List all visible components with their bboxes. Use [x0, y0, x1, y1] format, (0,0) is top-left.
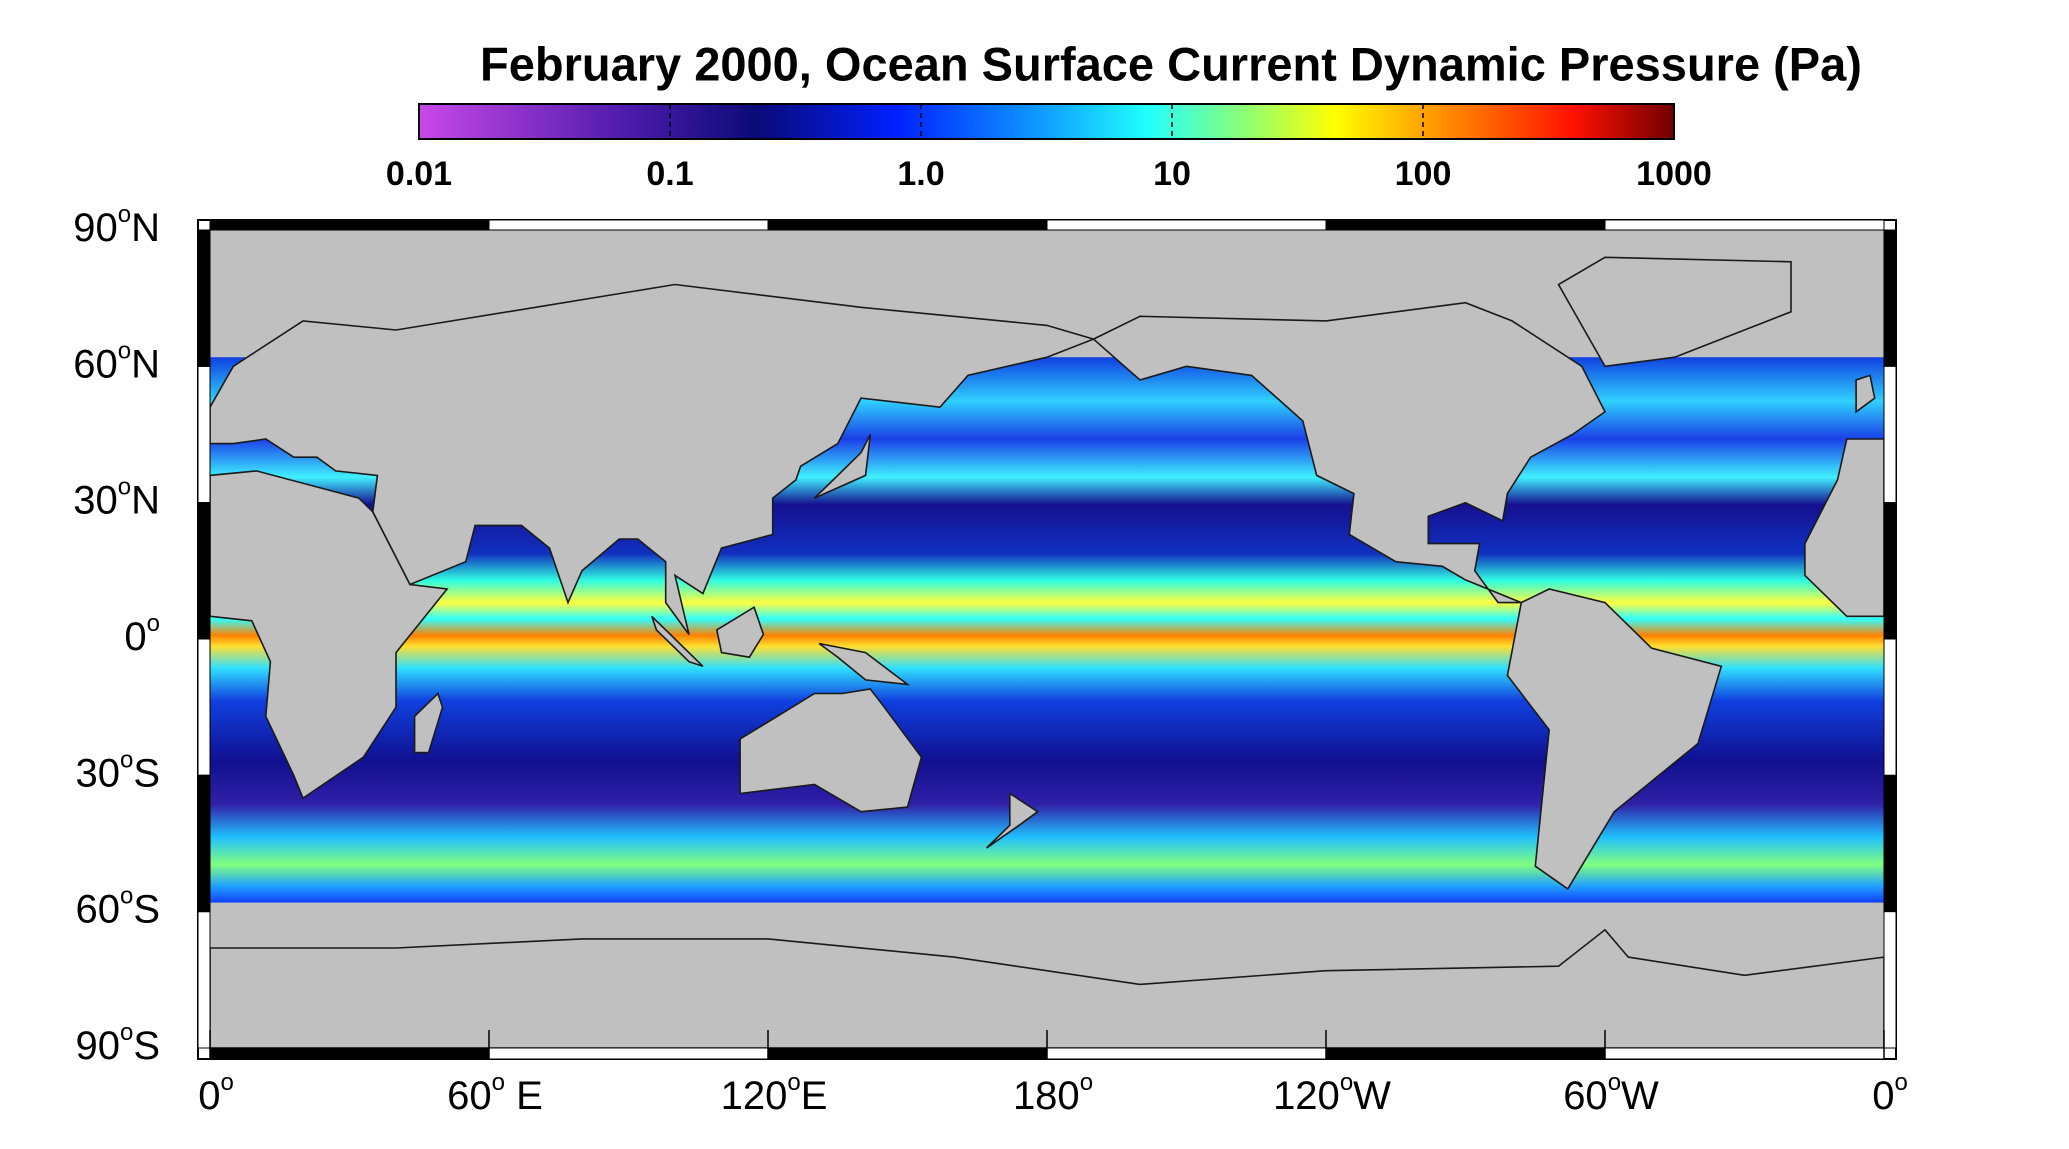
label-part: 60 [1563, 1074, 1608, 1118]
lon-label: 120oE [721, 1069, 828, 1117]
degree-sign: o [118, 338, 131, 365]
frame-segment [767, 219, 1048, 231]
label-part: N [131, 478, 160, 522]
north-america [1092, 301, 1607, 604]
borneo [715, 605, 765, 659]
frame-segment [197, 911, 211, 1049]
degree-sign: o [1080, 1069, 1093, 1096]
frame-segment [197, 502, 211, 640]
frame-segment [1883, 638, 1897, 776]
sumatra [651, 615, 704, 668]
eurasia [209, 283, 1096, 635]
colorbar-tick-label: 0.1 [646, 155, 693, 193]
frame-segment [197, 774, 211, 913]
label-part: W [1621, 1074, 1659, 1118]
lat-label: 60oS [75, 883, 160, 931]
frame-segment [1325, 1047, 1606, 1060]
label-part: 30 [73, 478, 118, 522]
frame-segment [197, 365, 211, 504]
greenland [1557, 256, 1792, 368]
colorbar-tick-label: 100 [1395, 155, 1452, 193]
degree-sign: o [1894, 1069, 1907, 1096]
lon-label: 60o E [447, 1069, 543, 1117]
label-part: 0 [198, 1074, 220, 1118]
label-part: 120 [1273, 1074, 1340, 1118]
lon-label: 60oW [1563, 1069, 1659, 1117]
lat-label: 30oS [75, 747, 160, 795]
label-part: 180 [1013, 1074, 1080, 1118]
label-part: S [133, 887, 160, 931]
degree-sign: o [118, 474, 131, 501]
frame-segment [1325, 219, 1606, 231]
colorbar-tick-label: 0.01 [386, 155, 452, 193]
lat-label: 30oN [73, 474, 160, 522]
label-part: W [1353, 1074, 1391, 1118]
frame-segment [1883, 229, 1897, 367]
lon-label: 120oW [1273, 1069, 1391, 1117]
degree-sign: o [492, 1069, 505, 1096]
colorbar-tick-label: 1.0 [897, 155, 944, 193]
label-part: S [133, 1024, 160, 1068]
frame-segment [1046, 219, 1327, 231]
degree-sign: o [118, 201, 131, 228]
label-part: 60 [73, 342, 118, 386]
label-part: 0 [1872, 1074, 1894, 1118]
britain [1855, 374, 1876, 414]
title: February 2000, Ocean Surface Current Dyn… [480, 37, 1862, 90]
label-part: 60 [447, 1074, 492, 1118]
degree-sign: o [1608, 1069, 1621, 1096]
lon-label: 0o [1872, 1069, 1908, 1117]
colorbar [418, 103, 1675, 140]
lat-label: 90oS [75, 1019, 160, 1067]
lon-label: 180o [1013, 1069, 1093, 1117]
degree-sign: o [120, 747, 133, 774]
australia [739, 688, 923, 813]
frame-segment [1604, 1047, 1885, 1060]
degree-sign: o [220, 1069, 233, 1096]
label-part: 30 [75, 751, 120, 795]
degree-sign: o [1340, 1069, 1353, 1096]
frame-segment [197, 229, 211, 367]
lat-label: 90oN [73, 201, 160, 249]
new-guinea [818, 642, 911, 686]
label-part: 0 [124, 615, 146, 659]
degree-sign: o [787, 1069, 800, 1096]
degree-sign: o [120, 883, 133, 910]
label-part: S [133, 751, 160, 795]
frame-segment [1883, 774, 1897, 913]
colorbar-tick-label: 10 [1153, 155, 1191, 193]
label-part: N [131, 206, 160, 250]
lat-label: 0o [124, 610, 160, 658]
africa-east [209, 470, 449, 800]
lon-label: 0o [198, 1069, 234, 1117]
frame-segment [209, 219, 490, 231]
frame-segment [1604, 219, 1885, 231]
label-part: 90 [73, 206, 118, 250]
frame-segment [1883, 365, 1897, 504]
lat-label: 60oN [73, 338, 160, 386]
frame-segment [767, 1047, 1048, 1060]
frame-segment [488, 1047, 769, 1060]
label-part: 90 [75, 1024, 120, 1068]
label-part: N [131, 342, 160, 386]
label-part: 60 [75, 887, 120, 931]
new-zealand [986, 792, 1040, 849]
frame-segment [209, 1047, 490, 1060]
frame-segment [197, 638, 211, 776]
degree-sign: o [120, 1019, 133, 1046]
degree-sign: o [147, 610, 160, 637]
frame-segment [1883, 502, 1897, 640]
label-part: E [505, 1074, 543, 1118]
south-america [1506, 588, 1723, 891]
africa-west [1804, 438, 1885, 618]
label-part: 120 [721, 1074, 788, 1118]
frame-segment [1883, 911, 1897, 1049]
japan [813, 434, 872, 499]
frame-segment [1046, 1047, 1327, 1060]
colorbar-tick-label: 1000 [1636, 155, 1712, 193]
label-part: E [801, 1074, 828, 1118]
frame-segment [488, 219, 769, 231]
madagascar [413, 692, 444, 754]
